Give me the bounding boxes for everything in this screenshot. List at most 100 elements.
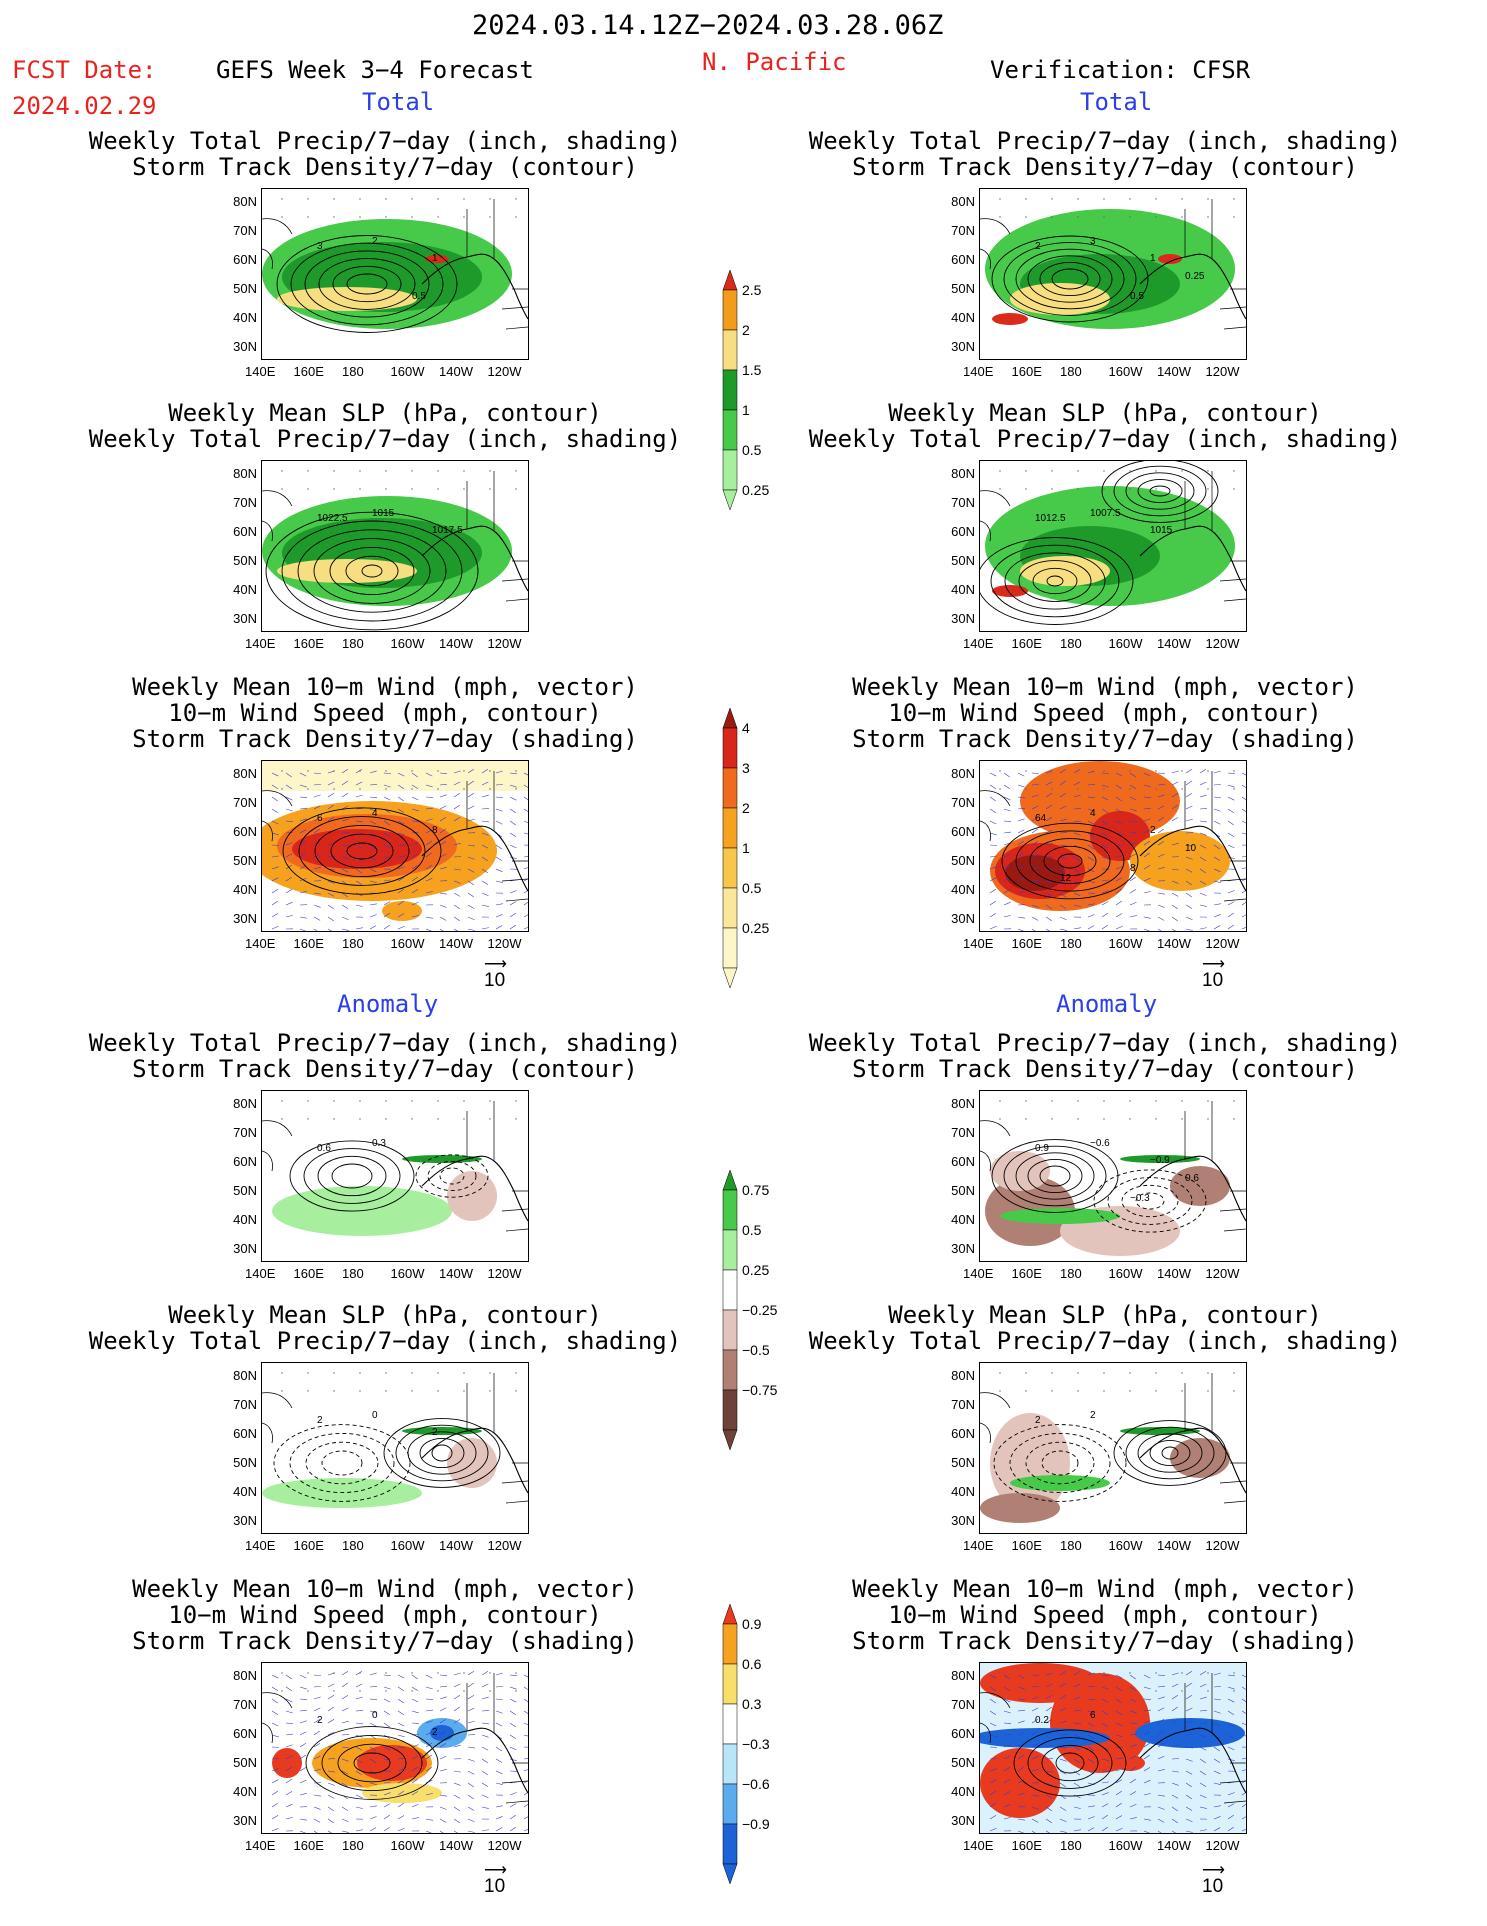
- grid-dot: [1207, 1118, 1208, 1119]
- contour-label: 0: [372, 1710, 378, 1721]
- wind-vector: [398, 797, 404, 801]
- lat-label: 70N: [941, 1397, 975, 1412]
- grid-dot: [515, 488, 516, 489]
- wind-vector: [300, 1687, 307, 1689]
- wind-vector: [272, 1780, 278, 1783]
- contour-label: 1012.5: [1035, 513, 1066, 524]
- contour-label: 0.5: [1130, 291, 1144, 302]
- grid-dot: [1051, 198, 1052, 199]
- wind-vector: [482, 1747, 488, 1750]
- wind-vector: [1172, 782, 1178, 785]
- grid-dot: [1025, 1672, 1026, 1673]
- wind-vector: [398, 1803, 404, 1807]
- grid-dot: [1207, 1372, 1208, 1373]
- colorbar-segment: [723, 410, 737, 450]
- grid-dot: [385, 488, 386, 489]
- vector-ref-ob-total: ⟶10: [1202, 960, 1225, 992]
- lon-label: 120W: [488, 936, 522, 951]
- wind-vector: [468, 1783, 474, 1787]
- lat-label: 70N: [223, 495, 257, 510]
- wind-vector: [398, 1699, 404, 1703]
- wind-vector: [300, 917, 307, 918]
- grid-dot: [1207, 470, 1208, 471]
- lat-label: 30N: [223, 1241, 257, 1256]
- wind-vector: [272, 913, 278, 917]
- wind-vector: [524, 867, 528, 869]
- title-ob-slp-total: Weekly Mean SLP (hPa, contour)Weekly Tot…: [785, 400, 1425, 452]
- lon-label: 160E: [294, 936, 324, 951]
- wind-vector: [300, 1793, 307, 1795]
- wind-vector: [482, 1771, 488, 1775]
- grid-dot: [385, 1672, 386, 1673]
- wind-vector: [1088, 926, 1094, 929]
- title-ob-precip-anom: Weekly Total Precip/7−day (inch, shading…: [785, 1030, 1425, 1082]
- wind-vector: [426, 1687, 433, 1689]
- grid-dot: [411, 1118, 412, 1119]
- forecast-name: GEFS Week 3−4 Forecast: [216, 56, 534, 84]
- grid-dot: [999, 488, 1000, 489]
- wind-vector: [524, 1699, 528, 1703]
- colorbar-label: 0.5: [742, 1222, 761, 1238]
- grid-dot: [359, 770, 360, 771]
- grid-dot: [1207, 770, 1208, 771]
- colorbar-label: 2.5: [742, 282, 761, 298]
- lon-label: 140W: [439, 364, 473, 379]
- fcst-date-label: FCST Date:: [12, 56, 157, 84]
- grid-dot: [1129, 1690, 1130, 1691]
- wind-vector: [1186, 819, 1193, 821]
- grid-dot: [1155, 1372, 1156, 1373]
- wind-vector: [384, 1711, 390, 1715]
- grid-dot: [1025, 1372, 1026, 1373]
- wind-vector: [482, 1830, 489, 1831]
- lon-label: 160W: [391, 936, 425, 951]
- grid-dot: [1207, 198, 1208, 199]
- lat-label: 50N: [223, 1755, 257, 1770]
- grid-dot: [1077, 770, 1078, 771]
- grid-dot: [489, 1390, 490, 1391]
- contour-label: 3: [1090, 236, 1096, 247]
- wind-vector: [1214, 784, 1221, 785]
- anom-shade: [402, 1155, 482, 1163]
- grid-dot: [1025, 770, 1026, 771]
- lat-label: 50N: [941, 853, 975, 868]
- grid-dot: [333, 1672, 334, 1673]
- contour-label: 1022.5: [317, 513, 348, 524]
- grid-dot: [999, 1672, 1000, 1673]
- grid-dot: [1051, 488, 1052, 489]
- lon-label: 160W: [391, 636, 425, 651]
- grid-dot: [1233, 1390, 1234, 1391]
- colorbar-segment: [723, 1624, 737, 1664]
- lon-label: 140W: [439, 1838, 473, 1853]
- lon-label: 160W: [1109, 364, 1143, 379]
- wind-vector: [468, 1671, 474, 1675]
- contour-label: 0: [372, 1410, 378, 1421]
- wind-vector: [510, 1827, 516, 1831]
- wind-vector: [1200, 808, 1207, 809]
- contour-label: 0.6: [1185, 1173, 1199, 1184]
- lat-label: 40N: [941, 1212, 975, 1227]
- wind-vector: [1242, 856, 1246, 857]
- lon-label: 140W: [439, 936, 473, 951]
- lat-label: 80N: [941, 466, 975, 481]
- lon-label: 140W: [439, 1538, 473, 1553]
- colorbar-label: −0.3: [742, 1736, 770, 1752]
- wind-vector: [482, 1697, 489, 1699]
- grid-dot: [307, 1690, 308, 1691]
- grid-dot: [437, 216, 438, 217]
- wind-vector: [272, 1791, 278, 1795]
- wind-vector: [510, 1699, 516, 1702]
- lon-label: 140W: [1157, 636, 1191, 651]
- grid-dot: [1051, 1372, 1052, 1373]
- lon-label: 140E: [963, 636, 993, 651]
- title-fc-precip-total: Weekly Total Precip/7−day (inch, shading…: [65, 128, 705, 180]
- wind-vector: [314, 1807, 321, 1809]
- grid-dot: [1051, 770, 1052, 771]
- lon-label: 120W: [1206, 636, 1240, 651]
- colorbar-label: 0.5: [742, 880, 761, 896]
- colorbar-label: −0.75: [742, 1382, 777, 1398]
- grid-dot: [1233, 216, 1234, 217]
- grid-dot: [411, 770, 412, 771]
- wind-vector: [468, 1819, 474, 1822]
